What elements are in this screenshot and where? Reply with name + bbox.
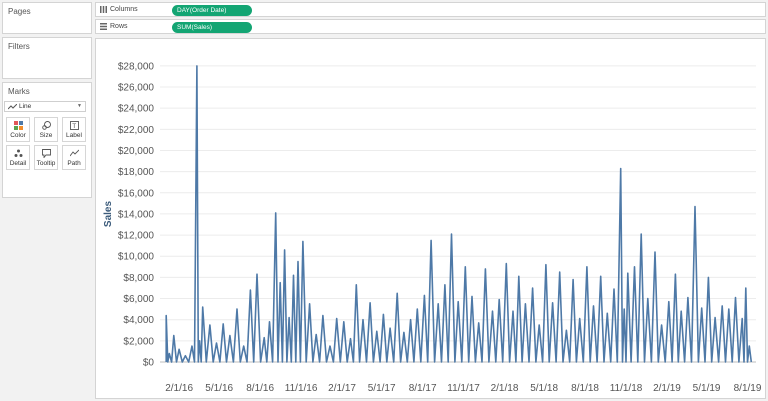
chevron-down-icon: ▼ — [77, 103, 82, 109]
mark-type-label: Line — [19, 103, 32, 110]
rows-shelf[interactable]: Rows SUM(Sales) — [95, 19, 766, 34]
color-label: Color — [10, 132, 26, 139]
y-tick-label: $2,000 — [123, 336, 154, 347]
label-icon: T — [69, 121, 79, 130]
x-tick-label: 8/1/19 — [734, 383, 762, 394]
tooltip-button[interactable]: Tooltip — [34, 145, 58, 170]
line-chart[interactable]: $0 $2,000 $4,000 $6,000 $8,000 $10,000 $12,000… — [96, 39, 765, 398]
color-button[interactable]: Color — [6, 117, 30, 142]
x-tick-label: 8/1/18 — [571, 383, 599, 394]
detail-icon — [14, 149, 22, 157]
x-tick-label: 5/1/17 — [368, 383, 396, 394]
pages-title: Pages — [8, 7, 31, 16]
y-tick-label: $28,000 — [118, 61, 155, 72]
path-button[interactable]: Path — [62, 145, 86, 170]
viz-pane[interactable]: $0 $2,000 $4,000 $6,000 $8,000 $10,000 $12,000… — [95, 38, 766, 399]
detail-label: Detail — [9, 160, 27, 167]
x-tick-label: 8/1/17 — [409, 383, 437, 394]
svg-text:T: T — [72, 123, 76, 130]
x-tick-label: 11/1/16 — [285, 383, 318, 394]
x-tick-label: 8/1/16 — [246, 383, 274, 394]
size-icon — [41, 121, 51, 130]
size-label: Size — [39, 132, 53, 139]
x-tick-label: 2/1/19 — [653, 383, 681, 394]
label-button[interactable]: T Label — [62, 117, 86, 142]
line-mark-icon — [8, 103, 17, 109]
filters-title: Filters — [8, 42, 30, 51]
columns-label: Columns — [110, 5, 138, 13]
y-tick-label: $26,000 — [118, 83, 155, 94]
y-tick-label: $0 — [143, 358, 155, 369]
filters-card[interactable]: Filters — [2, 37, 92, 79]
detail-button[interactable]: Detail — [6, 145, 30, 170]
x-tick-label: 11/1/18 — [610, 383, 643, 394]
marks-title: Marks — [8, 87, 30, 96]
y-tick-label: $14,000 — [118, 209, 155, 220]
y-tick-label: $6,000 — [123, 294, 154, 305]
y-tick-label: $20,000 — [118, 146, 155, 157]
y-tick-label: $10,000 — [118, 252, 155, 263]
x-tick-label: 11/1/17 — [447, 383, 480, 394]
x-tick-label: 5/1/19 — [693, 383, 721, 394]
columns-shelf[interactable]: Columns DAY(Order Date) — [95, 2, 766, 17]
y-tick-label: $22,000 — [118, 125, 155, 136]
x-tick-label: 2/1/17 — [328, 383, 356, 394]
color-icon — [13, 121, 23, 130]
y-axis-title: Sales — [103, 200, 114, 227]
columns-pill[interactable]: DAY(Order Date) — [172, 4, 252, 16]
tooltip-icon — [41, 149, 51, 158]
y-tick-label: $18,000 — [118, 167, 155, 178]
path-label: Path — [67, 160, 81, 167]
label-label: Label — [66, 132, 82, 139]
pages-card[interactable]: Pages — [2, 2, 92, 34]
y-tick-label: $4,000 — [123, 315, 154, 326]
x-tick-label: 2/1/16 — [165, 383, 193, 394]
rows-label: Rows — [110, 22, 128, 30]
size-button[interactable]: Size — [34, 117, 58, 142]
rows-pill[interactable]: SUM(Sales) — [172, 21, 252, 33]
y-tick-label: $8,000 — [123, 273, 154, 284]
x-tick-label: 2/1/18 — [491, 383, 519, 394]
x-tick-label: 5/1/16 — [205, 383, 233, 394]
x-tick-label: 5/1/18 — [530, 383, 558, 394]
series-line-sales[interactable] — [165, 65, 753, 363]
y-tick-label: $24,000 — [118, 104, 155, 115]
columns-icon — [100, 6, 107, 13]
rows-icon — [100, 23, 107, 30]
mark-type-dropdown[interactable]: Line ▼ — [4, 101, 86, 112]
y-tick-label: $12,000 — [118, 231, 155, 242]
tooltip-label: Tooltip — [36, 160, 56, 167]
y-tick-label: $16,000 — [118, 188, 155, 199]
path-icon — [69, 149, 79, 157]
